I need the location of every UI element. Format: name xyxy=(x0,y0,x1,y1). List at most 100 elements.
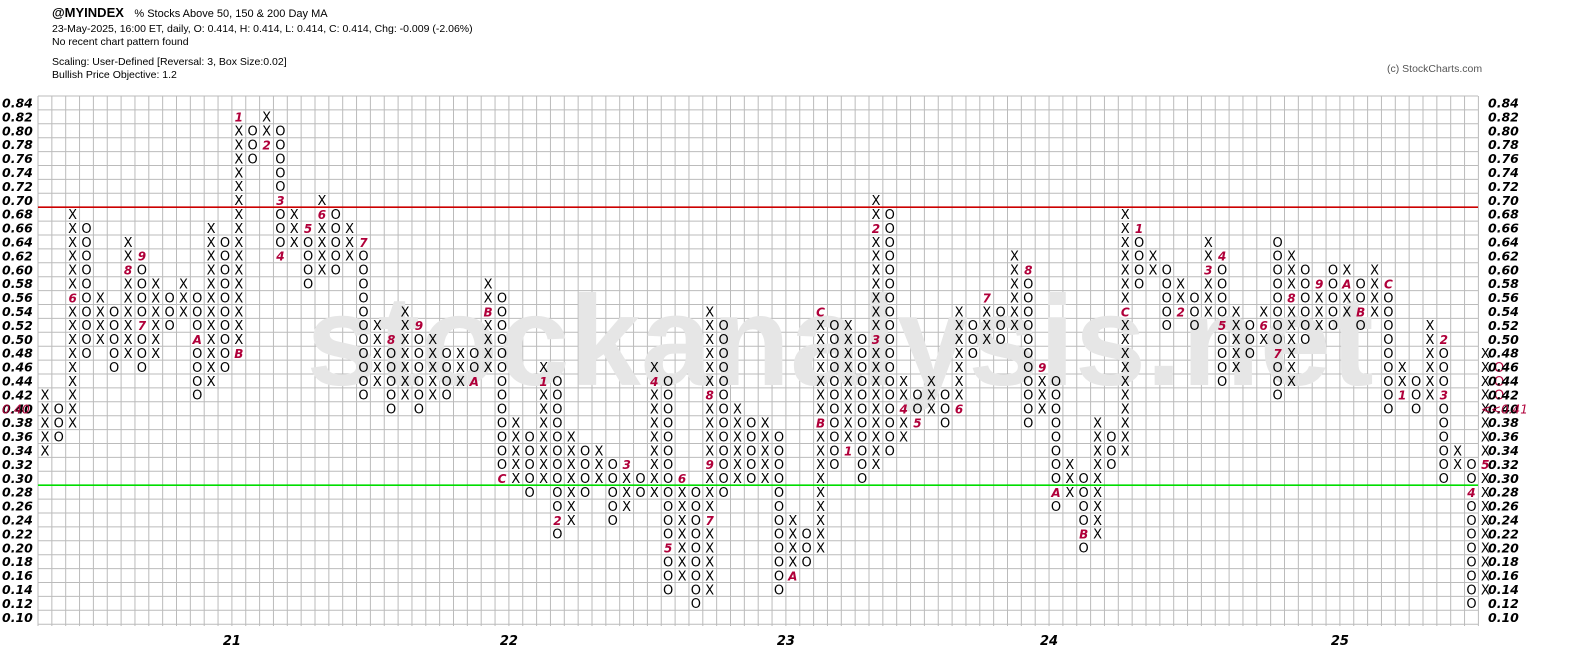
x-box: X xyxy=(650,458,659,473)
o-box: O xyxy=(968,319,978,334)
o-box: O xyxy=(663,403,673,418)
o-box: O xyxy=(1134,277,1144,292)
o-box: O xyxy=(857,458,867,473)
o-box: O xyxy=(54,430,64,445)
x-box: X xyxy=(207,361,216,376)
x-box: X xyxy=(1481,583,1490,598)
o-box: O xyxy=(331,208,341,223)
x-box: X xyxy=(234,194,243,209)
y-tick-right: 0.64 xyxy=(1488,234,1519,249)
x-box: X xyxy=(844,319,853,334)
o-box: O xyxy=(663,430,673,445)
x-box: X xyxy=(1232,333,1241,348)
o-box: O xyxy=(1079,486,1089,501)
current-value-label: 0.40 xyxy=(2,401,30,416)
o-box: O xyxy=(718,472,728,487)
o-box: O xyxy=(885,416,895,431)
x-box: X xyxy=(539,361,548,376)
x-box: X xyxy=(678,528,687,543)
y-tick-left: 0.58 xyxy=(2,276,33,291)
o-box: O xyxy=(441,375,451,390)
x-box: X xyxy=(1093,528,1102,543)
y-tick-right: 0.36 xyxy=(1488,429,1519,444)
o-box: O xyxy=(885,403,895,418)
o-box: O xyxy=(414,347,424,362)
o-box: O xyxy=(1106,430,1116,445)
o-box: O xyxy=(663,514,673,529)
x-box: X xyxy=(705,444,714,459)
o-box: O xyxy=(774,458,784,473)
o-box: O xyxy=(857,361,867,376)
o-box: O xyxy=(691,528,701,543)
x-box: X xyxy=(234,138,243,153)
y-tick-left: 0.32 xyxy=(2,457,33,472)
o-box: O xyxy=(663,375,673,390)
x-box: X xyxy=(1481,416,1490,431)
x-box: X xyxy=(456,361,465,376)
x-box: X xyxy=(511,430,520,445)
o-box: O xyxy=(1466,458,1476,473)
x-box: X xyxy=(1010,305,1019,320)
o-box: O xyxy=(1383,403,1393,418)
x-year-label: 24 xyxy=(1040,634,1058,649)
o-box: O xyxy=(497,319,507,334)
x-box: X xyxy=(290,236,299,251)
o-box: O xyxy=(857,444,867,459)
x-box: X xyxy=(1176,277,1185,292)
o-box: O xyxy=(1272,264,1282,279)
o-box: O xyxy=(54,403,64,418)
x-box: X xyxy=(594,472,603,487)
o-box: O xyxy=(331,236,341,251)
month-marker: B xyxy=(484,305,493,319)
month-marker: 3 xyxy=(1204,264,1212,278)
quote-line: 23-May-2025, 16:00 ET, daily, O: 0.414, … xyxy=(52,23,473,35)
x-box: X xyxy=(1176,291,1185,306)
o-box: O xyxy=(248,138,258,153)
x-box: X xyxy=(1481,375,1490,390)
x-box: X xyxy=(1453,444,1462,459)
o-box: O xyxy=(552,389,562,404)
o-box: O xyxy=(164,319,174,334)
x-box: X xyxy=(1121,222,1130,237)
o-box: O xyxy=(885,430,895,445)
y-tick-right: 0.54 xyxy=(1488,304,1519,319)
y-tick-left: 0.18 xyxy=(2,554,33,569)
x-box: X xyxy=(484,333,493,348)
x-box: X xyxy=(871,250,880,265)
x-box: X xyxy=(401,375,410,390)
x-box: X xyxy=(234,125,243,140)
x-box: X xyxy=(511,458,520,473)
o-box: O xyxy=(192,389,202,404)
x-box: X xyxy=(871,403,880,418)
x-box: X xyxy=(511,472,520,487)
o-box: O xyxy=(885,305,895,320)
o-box: O xyxy=(220,250,230,265)
x-box: X xyxy=(705,403,714,418)
o-box: O xyxy=(1023,347,1033,362)
x-box: X xyxy=(68,389,77,404)
o-box: O xyxy=(303,277,313,292)
o-box: O xyxy=(469,347,479,362)
o-box: O xyxy=(1300,264,1310,279)
y-tick-left: 0.62 xyxy=(2,248,33,263)
x-box: X xyxy=(705,569,714,584)
grid xyxy=(37,95,1479,626)
x-box: X xyxy=(1481,500,1490,515)
x-box: X xyxy=(705,347,714,362)
o-box: O xyxy=(220,264,230,279)
x-box: X xyxy=(871,236,880,251)
x-box: X xyxy=(317,264,326,279)
x-box: X xyxy=(373,361,382,376)
x-box: X xyxy=(816,389,825,404)
x-box: X xyxy=(816,333,825,348)
o-box: O xyxy=(220,347,230,362)
o-box: O xyxy=(386,403,396,418)
o-box: O xyxy=(885,347,895,362)
y-tick-left: 0.74 xyxy=(2,165,33,180)
o-box: O xyxy=(1466,555,1476,570)
o-box: O xyxy=(192,347,202,362)
o-box: O xyxy=(885,222,895,237)
x-box: X xyxy=(428,389,437,404)
o-box: O xyxy=(137,361,147,376)
o-box: O xyxy=(1051,389,1061,404)
